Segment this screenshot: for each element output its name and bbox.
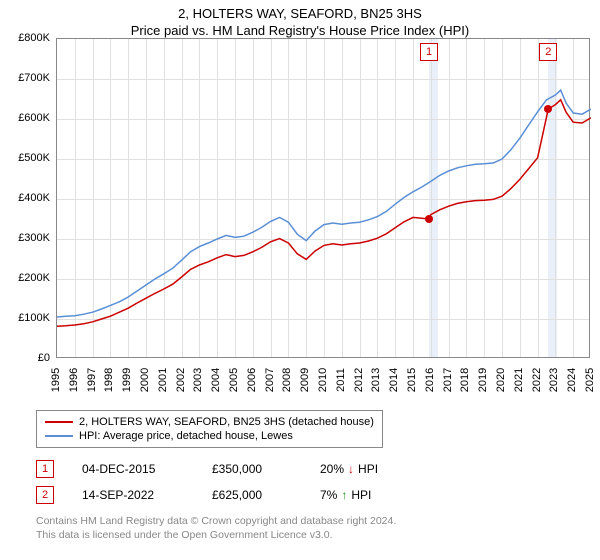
y-tick-label: £700K bbox=[18, 72, 50, 84]
x-tick-label: 2015 bbox=[406, 368, 418, 392]
legend-item: HPI: Average price, detached house, Lewe… bbox=[45, 429, 374, 443]
arrow-up-icon: ↑ bbox=[341, 488, 347, 502]
x-tick-label: 2018 bbox=[459, 368, 471, 392]
legend: 2, HOLTERS WAY, SEAFORD, BN25 3HS (detac… bbox=[36, 410, 383, 448]
x-tick-label: 1998 bbox=[103, 368, 115, 392]
legend-swatch bbox=[45, 421, 73, 423]
sale-marker-dot bbox=[544, 105, 552, 113]
chart-area: £0£100K£200K£300K£400K£500K£600K£700K£80… bbox=[4, 38, 594, 406]
x-tick-label: 1996 bbox=[68, 368, 80, 392]
legend-label: HPI: Average price, detached house, Lewe… bbox=[79, 430, 293, 442]
x-tick-label: 1997 bbox=[86, 368, 98, 392]
sale-marker-dot bbox=[425, 215, 433, 223]
footer-line2: This data is licensed under the Open Gov… bbox=[36, 528, 600, 542]
x-tick-label: 2023 bbox=[548, 368, 560, 392]
x-tick-label: 2008 bbox=[281, 368, 293, 392]
footer-attribution: Contains HM Land Registry data © Crown c… bbox=[36, 514, 600, 542]
x-tick-label: 2002 bbox=[175, 368, 187, 392]
x-tick-label: 2006 bbox=[246, 368, 258, 392]
x-tick-label: 2001 bbox=[157, 368, 169, 392]
chart-title-line2: Price paid vs. HM Land Registry's House … bbox=[0, 23, 600, 38]
plot-region: 12 bbox=[56, 38, 590, 358]
series-property bbox=[57, 100, 591, 326]
sale-date: 04-DEC-2015 bbox=[82, 462, 184, 476]
x-tick-label: 2000 bbox=[139, 368, 151, 392]
y-tick-label: £200K bbox=[18, 272, 50, 284]
x-tick-label: 2003 bbox=[192, 368, 204, 392]
sale-diff: 7%↑HPI bbox=[320, 488, 371, 502]
sale-row: 2 14-SEP-2022 £625,000 7%↑HPI bbox=[36, 482, 600, 508]
sale-marker-box: 2 bbox=[539, 43, 557, 61]
y-tick-label: £100K bbox=[18, 312, 50, 324]
x-tick-label: 2016 bbox=[424, 368, 436, 392]
x-tick-label: 2005 bbox=[228, 368, 240, 392]
x-tick-label: 2014 bbox=[388, 368, 400, 392]
y-tick-label: £600K bbox=[18, 112, 50, 124]
legend-item: 2, HOLTERS WAY, SEAFORD, BN25 3HS (detac… bbox=[45, 415, 374, 429]
x-tick-label: 2025 bbox=[584, 368, 596, 392]
x-tick-label: 2022 bbox=[531, 368, 543, 392]
sale-price: £350,000 bbox=[212, 462, 292, 476]
x-tick-label: 1999 bbox=[121, 368, 133, 392]
x-tick-label: 2012 bbox=[353, 368, 365, 392]
x-tick-label: 1995 bbox=[50, 368, 62, 392]
y-tick-label: £0 bbox=[38, 352, 50, 364]
x-tick-label: 2024 bbox=[566, 368, 578, 392]
sale-marker-box: 1 bbox=[420, 43, 438, 61]
legend-label: 2, HOLTERS WAY, SEAFORD, BN25 3HS (detac… bbox=[79, 416, 374, 428]
line-series-svg bbox=[57, 39, 591, 359]
y-tick-label: £300K bbox=[18, 232, 50, 244]
x-tick-label: 2017 bbox=[442, 368, 454, 392]
sales-table: 1 04-DEC-2015 £350,000 20%↓HPI 2 14-SEP-2022 £… bbox=[36, 456, 600, 508]
sale-number-box: 2 bbox=[36, 486, 54, 504]
footer-line1: Contains HM Land Registry data © Crown c… bbox=[36, 514, 600, 528]
y-axis: £0£100K£200K£300K£400K£500K£600K£700K£80… bbox=[4, 38, 56, 358]
x-tick-label: 2010 bbox=[317, 368, 329, 392]
chart-title-line1: 2, HOLTERS WAY, SEAFORD, BN25 3HS bbox=[0, 6, 600, 21]
sale-date: 14-SEP-2022 bbox=[82, 488, 184, 502]
x-tick-label: 2011 bbox=[335, 368, 347, 392]
x-tick-label: 2009 bbox=[299, 368, 311, 392]
x-tick-label: 2004 bbox=[210, 368, 222, 392]
x-axis: 1995199619971998199920002001200220032004… bbox=[56, 358, 590, 406]
legend-swatch bbox=[45, 435, 73, 437]
sale-row: 1 04-DEC-2015 £350,000 20%↓HPI bbox=[36, 456, 600, 482]
series-hpi bbox=[57, 90, 591, 317]
sale-price: £625,000 bbox=[212, 488, 292, 502]
y-tick-label: £400K bbox=[18, 192, 50, 204]
y-tick-label: £500K bbox=[18, 152, 50, 164]
sale-diff: 20%↓HPI bbox=[320, 462, 378, 476]
x-tick-label: 2007 bbox=[264, 368, 276, 392]
x-tick-label: 2013 bbox=[370, 368, 382, 392]
x-tick-label: 2020 bbox=[495, 368, 507, 392]
x-tick-label: 2021 bbox=[513, 368, 525, 392]
sale-number-box: 1 bbox=[36, 460, 54, 478]
y-tick-label: £800K bbox=[18, 32, 50, 44]
x-tick-label: 2019 bbox=[477, 368, 489, 392]
arrow-down-icon: ↓ bbox=[348, 462, 354, 476]
